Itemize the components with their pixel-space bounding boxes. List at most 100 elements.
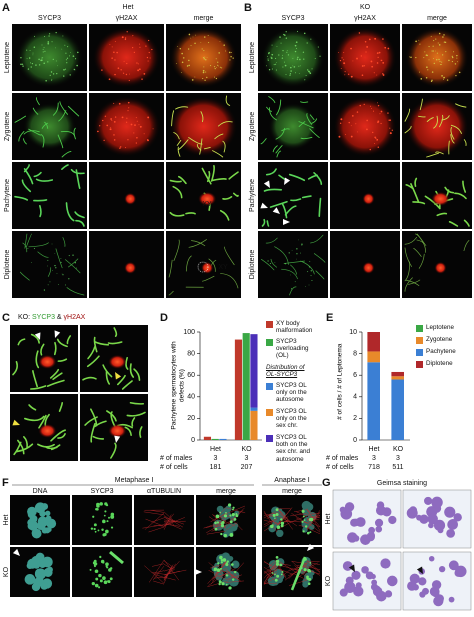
signal-dot [186, 65, 189, 67]
signal-dot [106, 566, 109, 569]
signal-dot [202, 69, 205, 72]
signal-dot [446, 529, 456, 538]
signal-dot [102, 519, 106, 524]
chromosome [15, 443, 34, 453]
signal-dot [47, 42, 50, 45]
signal-dot [218, 580, 222, 584]
legend-item: Diplotene [416, 360, 470, 368]
signal-dot [203, 66, 205, 68]
signal-dot [218, 52, 220, 54]
xy-body [108, 423, 127, 438]
arrowhead [416, 566, 423, 574]
signal-dot [113, 102, 115, 104]
signal-dot [221, 582, 225, 586]
signal-dot [338, 52, 339, 53]
signal-dot [220, 532, 223, 536]
chromosome [225, 95, 231, 106]
chromosome [23, 130, 40, 135]
chromosome [436, 212, 448, 217]
signal-dot [139, 46, 141, 48]
x-tick-label: KO [241, 446, 252, 453]
signal-dot [286, 50, 288, 52]
chromosome [19, 271, 30, 281]
signal-dot [290, 70, 292, 72]
signal-dot [26, 562, 34, 570]
signal-dot [314, 57, 316, 59]
title-part: SYCP3 [32, 314, 55, 321]
signal-dot [351, 570, 361, 580]
signal-dot [33, 46, 36, 48]
signal-dot [387, 47, 390, 50]
spindle [225, 580, 244, 583]
spindle [306, 562, 319, 569]
signal-dot [418, 577, 427, 586]
signal-dot [203, 58, 206, 60]
signal-dot [370, 60, 373, 63]
signal-dot [294, 281, 296, 283]
signal-dot [55, 31, 57, 34]
spindle [148, 526, 165, 533]
signal-dot [66, 57, 69, 59]
chromosome [448, 221, 459, 227]
signal-dot [216, 67, 217, 68]
panel-label: G [322, 477, 331, 489]
chromosome [52, 102, 59, 116]
spindle [163, 564, 174, 579]
signal-dot [448, 59, 450, 62]
legend-subtitle: Distribution of OL-SYCP3 [266, 364, 305, 379]
signal-dot [103, 139, 105, 142]
signal-dot [274, 262, 276, 263]
panel-label: E [326, 312, 333, 324]
signal-dot [339, 122, 342, 124]
signal-dot [32, 54, 34, 56]
signal-dot [98, 586, 101, 589]
chromosome [450, 134, 455, 144]
signal-dot [42, 51, 44, 53]
spindle [263, 510, 278, 519]
signal [23, 103, 76, 150]
chromosome [75, 169, 81, 189]
signal-dot [219, 41, 221, 42]
signal-dot [286, 51, 288, 53]
signal-dot [111, 119, 113, 121]
legend-label: XY body malformation [276, 320, 313, 335]
signal-dot [376, 62, 379, 64]
signal-dot [270, 57, 273, 59]
table-value: 3 [372, 455, 376, 462]
signal-dot [47, 265, 48, 267]
spindle [306, 510, 321, 528]
micrograph [12, 231, 87, 298]
signal-dot [138, 124, 140, 126]
signal-dot [377, 102, 379, 104]
spindle [163, 513, 174, 528]
y-tick-label: 6 [353, 372, 357, 379]
signal-dot [65, 52, 67, 54]
signal-dot [225, 583, 228, 586]
signal-dot [431, 50, 433, 52]
y-tick-label: 4 [353, 394, 357, 401]
chromosome [289, 286, 297, 296]
signal-dot [281, 57, 284, 59]
signal-dot [182, 57, 185, 59]
chromosome [12, 361, 18, 376]
signal-dot [279, 36, 281, 38]
signal-dot [344, 74, 346, 76]
signal-dot [152, 128, 154, 130]
signal-dot [274, 517, 276, 519]
chromosome [300, 136, 313, 140]
signal-dot [93, 527, 96, 531]
chromosome [281, 268, 298, 280]
chromosome [210, 164, 215, 182]
signal-dot [281, 570, 284, 573]
signal-dot [225, 562, 228, 565]
signal-dot [441, 54, 444, 56]
signal-dot [376, 74, 378, 76]
chromosome [129, 363, 135, 378]
signal-dot [353, 586, 364, 597]
arrowhead [260, 202, 268, 209]
signal-dot [41, 57, 43, 59]
chromosome [455, 103, 467, 108]
signal-dot [92, 515, 95, 518]
signal-dot [418, 39, 420, 41]
signal-dot [374, 518, 384, 527]
